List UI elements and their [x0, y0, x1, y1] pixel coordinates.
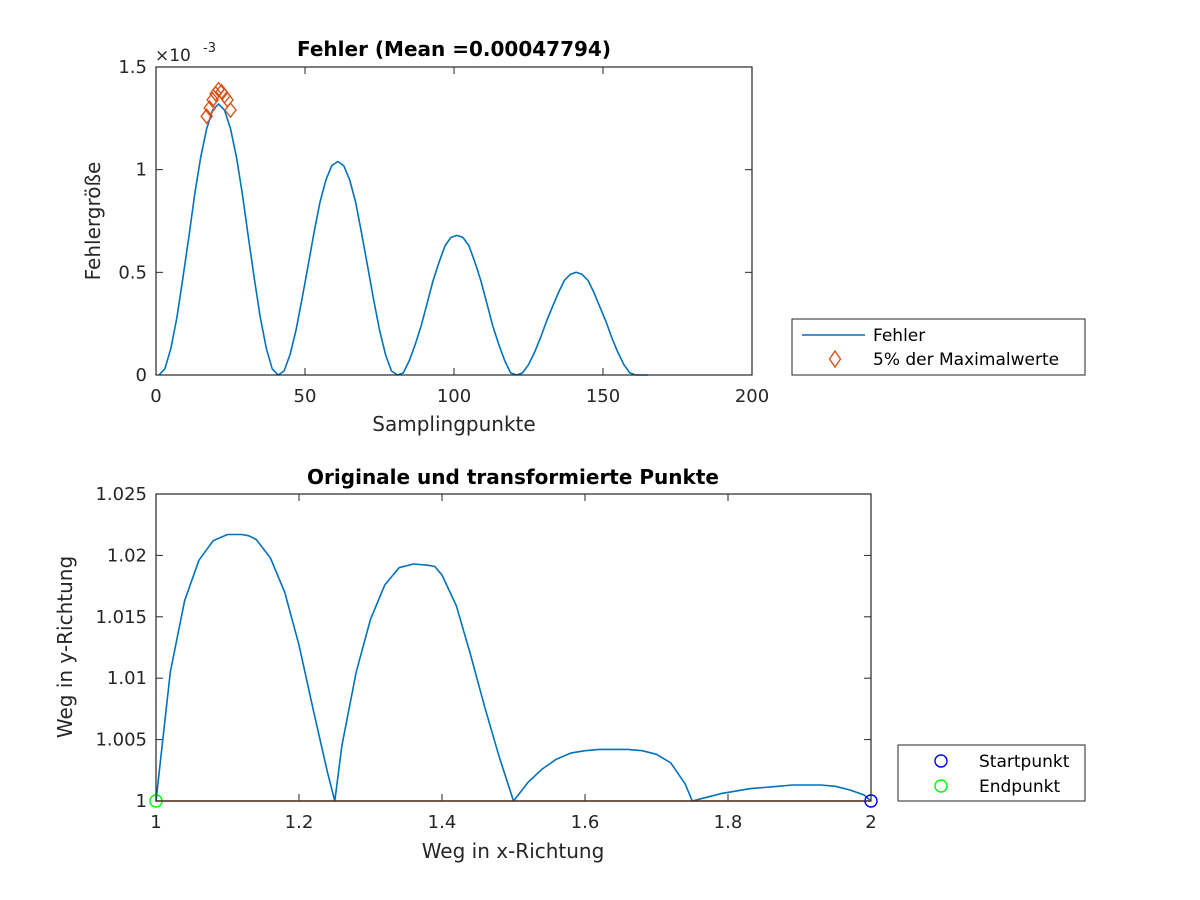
diamond-marker — [212, 81, 225, 98]
y-tick-label: 1.025 — [95, 484, 147, 505]
chart1-exponent-label: ×10 — [155, 46, 191, 66]
y-tick-label: 1.015 — [95, 607, 147, 628]
diamond-marker — [224, 101, 237, 119]
error-chart: Fehler (Mean =0.00047794) 0 50 100 150 20000… — [81, 37, 1086, 436]
x-tick-label: 2 — [865, 812, 876, 833]
y-tick-label: 1.02 — [107, 545, 147, 566]
chart1-xlabel: Samplingpunkte — [372, 412, 535, 436]
legend-startpunkt-marker — [934, 754, 948, 768]
legend-startpunkt-label: Startpunkt — [979, 752, 1070, 772]
chart2-axes-box — [155, 493, 872, 802]
chart1-ylabel: Fehlergröße — [81, 162, 105, 281]
diamond-marker — [206, 91, 220, 108]
x-tick-label: 0 — [150, 386, 161, 407]
x-tick-label: 1.6 — [571, 812, 600, 833]
x-tick-label: 100 — [437, 386, 471, 407]
chart1-legend: Fehler 5% der Maximalwerte — [791, 318, 1086, 376]
series-line-0 — [155, 533, 872, 802]
y-tick-label: 1.01 — [107, 668, 147, 689]
x-tick-label: 1.8 — [714, 812, 743, 833]
y-tick-label: 1 — [136, 791, 147, 812]
chart2-ylabel: Weg in y-Richtung — [53, 556, 77, 738]
x-tick-label: 200 — [735, 386, 769, 407]
legend-endpunkt-label: Endpunkt — [979, 777, 1060, 797]
x-tick-label: 1 — [150, 812, 161, 833]
legend-fehler-label: Fehler — [873, 326, 925, 346]
y-tick-label: 1.005 — [95, 730, 147, 751]
legend-maxwerte-diamond — [828, 349, 842, 369]
series-line-0 — [158, 103, 648, 376]
chart1-exponent-power: -3 — [203, 41, 216, 56]
legend-maxwerte-label: 5% der Maximalwerte — [873, 350, 1059, 370]
y-tick-label: 1 — [136, 160, 147, 181]
chart2-title: Originale und transformierte Punkte — [307, 465, 719, 489]
legend-endpunkt-marker — [934, 779, 948, 793]
x-tick-label: 1.2 — [285, 812, 314, 833]
diamond-marker — [209, 85, 222, 102]
y-tick-label: 0 — [136, 365, 147, 386]
chart2-ticks — [155, 493, 872, 802]
chart2-legend-box — [897, 744, 1086, 802]
chart2-legend: Startpunkt Endpunkt — [897, 744, 1086, 802]
chart1-axes-box — [155, 66, 753, 376]
chart2-plot-area — [149, 533, 878, 808]
x-tick-label: 50 — [294, 386, 317, 407]
chart2-xlabel: Weg in x-Richtung — [422, 839, 605, 863]
points-chart: Originale und transformierte Punkte 1 1.2… — [53, 465, 1086, 863]
x-tick-label: 150 — [586, 386, 620, 407]
y-tick-label: 1.5 — [118, 57, 147, 78]
chart1-plot-area — [158, 81, 648, 376]
chart1-title: Fehler (Mean =0.00047794) — [297, 37, 611, 61]
y-tick-label: 0.5 — [118, 262, 147, 283]
chart2-tick-labels: 1 1.2 1.4 1.6 1.8 2 1 1.005 1.01 1.015 1.02 1.025 — [95, 484, 876, 833]
chart1-legend-box — [791, 318, 1086, 376]
chart1-tick-labels: 0 50 100 150 200 0 0.5 1 1.5 — [118, 57, 769, 407]
x-tick-label: 1.4 — [428, 812, 457, 833]
